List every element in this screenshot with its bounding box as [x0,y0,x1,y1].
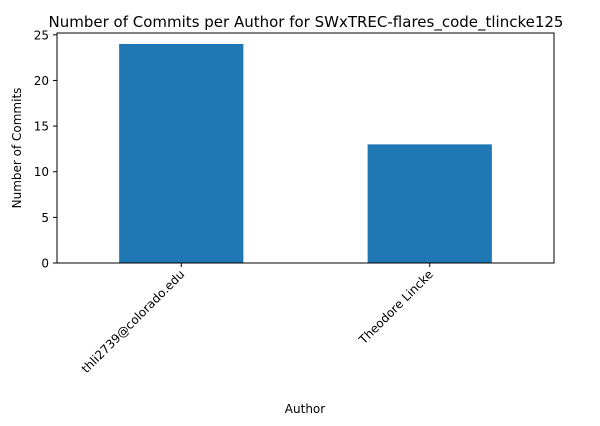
bar [367,144,492,263]
bars-group [119,43,492,264]
y-tick-label: 10 [34,165,49,179]
chart-title: Number of Commits per Author for SWxTREC… [49,13,564,32]
y-tick-label: 5 [41,211,49,225]
y-axis-ticks: 0 5 10 15 20 25 [34,28,57,271]
x-tick-label: Theodore Lincke [356,267,436,347]
y-tick-label: 15 [34,120,49,134]
y-tick-label: 25 [34,28,49,42]
plot-frame [56,32,555,264]
y-tick-label: 0 [41,257,49,271]
y-tick-label: 20 [34,74,49,88]
x-axis-label: Author [285,402,325,416]
x-tick-label: thli2739@colorado.edu [79,267,188,376]
x-axis-ticks: thli2739@colorado.edu Theodore Lincke [79,263,436,376]
bar [119,43,244,264]
y-axis-label: Number of Commits [10,88,24,209]
